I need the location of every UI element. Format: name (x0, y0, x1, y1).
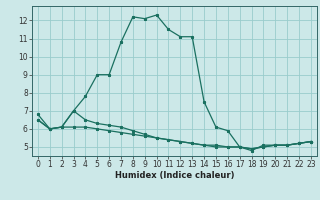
X-axis label: Humidex (Indice chaleur): Humidex (Indice chaleur) (115, 171, 234, 180)
